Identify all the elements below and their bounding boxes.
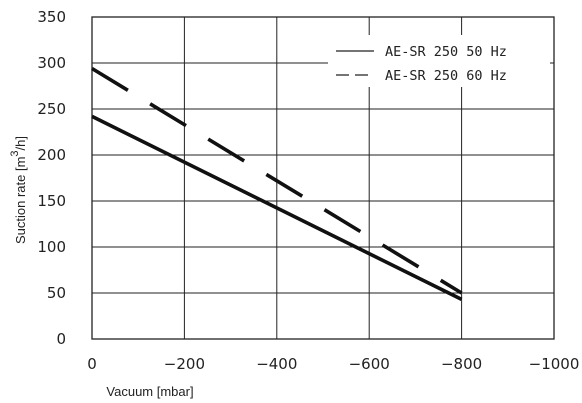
y-tick-label: 50 — [47, 284, 66, 302]
x-tick-label: −800 — [441, 355, 482, 373]
y-tick-label: 0 — [56, 330, 66, 348]
x-tick-label: 0 — [87, 355, 97, 373]
y-tick-label: 150 — [37, 192, 66, 210]
y-tick-label: 350 — [37, 8, 66, 26]
y-axis-ticks: 0 50 100 150 200 250 300 350 — [37, 8, 66, 348]
x-axis-title: Vacuum [mbar] — [106, 384, 193, 399]
x-tick-label: −200 — [164, 355, 205, 373]
series-line-50hz — [91, 114, 463, 302]
y-axis-title-main: Suction rate [m — [13, 157, 28, 244]
y-tick-label: 200 — [37, 146, 66, 164]
x-axis-ticks: 0 −200 −400 −600 −800 −1000 — [87, 355, 579, 373]
x-tick-label: −1000 — [529, 355, 580, 373]
y-tick-label: 100 — [37, 238, 66, 256]
series-line-60hz — [91, 66, 463, 295]
legend-background — [328, 35, 550, 87]
legend-label: AE-SR 250 60 Hz — [385, 68, 507, 84]
y-axis-title-superscript: 3 — [9, 150, 21, 156]
legend-label: AE-SR 250 50 Hz — [385, 44, 507, 60]
x-tick-label: −400 — [256, 355, 297, 373]
plot-frame — [91, 16, 555, 340]
y-tick-label: 300 — [37, 54, 66, 72]
legend: AE-SR 250 50 Hz AE-SR 250 60 Hz — [336, 44, 507, 84]
y-axis-title: Suction rate [m3/h] — [9, 136, 28, 244]
y-axis-title-suffix: /h] — [13, 136, 28, 150]
series-layer — [91, 66, 463, 302]
x-tick-label: −600 — [349, 355, 390, 373]
y-tick-label: 250 — [37, 100, 66, 118]
